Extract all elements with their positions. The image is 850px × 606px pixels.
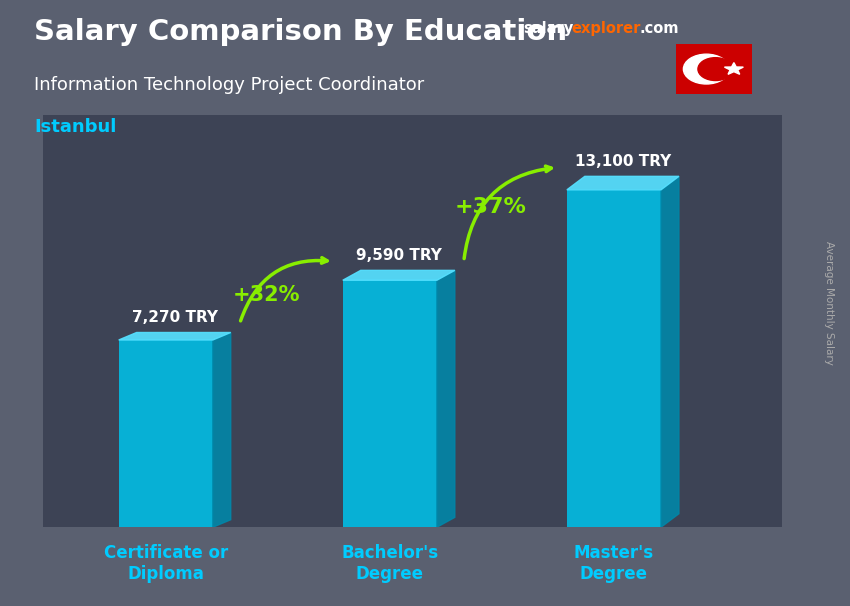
Circle shape: [683, 54, 729, 84]
Text: explorer: explorer: [571, 21, 641, 36]
Polygon shape: [212, 333, 230, 527]
Text: Average Monthly Salary: Average Monthly Salary: [824, 241, 834, 365]
Text: 7,270 TRY: 7,270 TRY: [132, 310, 218, 325]
Polygon shape: [343, 270, 455, 280]
Text: +37%: +37%: [455, 197, 527, 217]
Polygon shape: [661, 176, 679, 527]
Bar: [567, 190, 661, 527]
Text: Information Technology Project Coordinator: Information Technology Project Coordinat…: [34, 76, 424, 94]
Text: +32%: +32%: [233, 285, 300, 305]
Polygon shape: [119, 333, 230, 340]
Polygon shape: [567, 176, 679, 190]
Bar: [119, 340, 212, 527]
Text: 9,590 TRY: 9,590 TRY: [356, 248, 442, 263]
Text: Istanbul: Istanbul: [34, 118, 116, 136]
Bar: [343, 280, 437, 527]
Polygon shape: [724, 62, 744, 75]
Polygon shape: [437, 270, 455, 527]
Circle shape: [698, 58, 733, 81]
Text: Salary Comparison By Education: Salary Comparison By Education: [34, 18, 567, 46]
Text: .com: .com: [639, 21, 678, 36]
Text: 13,100 TRY: 13,100 TRY: [575, 154, 671, 169]
Text: salary: salary: [523, 21, 573, 36]
